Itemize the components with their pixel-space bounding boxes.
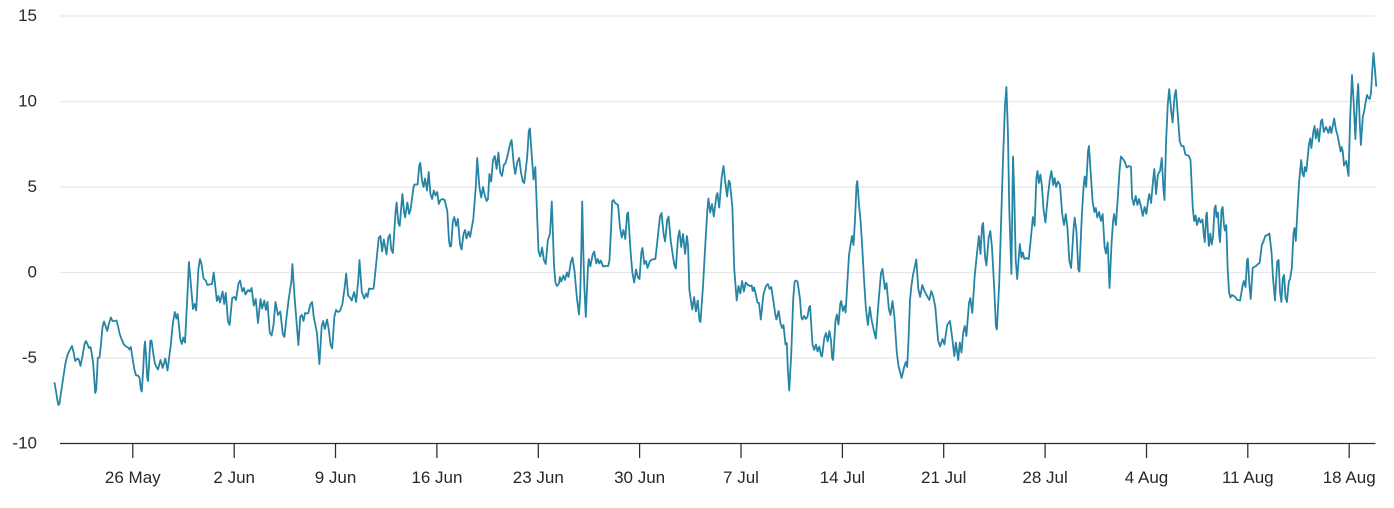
svg-text:28 Jul: 28 Jul (1022, 468, 1067, 487)
svg-text:16 Jun: 16 Jun (411, 468, 462, 487)
svg-text:14 Jul: 14 Jul (820, 468, 865, 487)
svg-text:23 Jun: 23 Jun (513, 468, 564, 487)
svg-text:26 May: 26 May (105, 468, 161, 487)
svg-text:0: 0 (28, 263, 37, 282)
svg-text:9 Jun: 9 Jun (315, 468, 357, 487)
svg-text:15: 15 (18, 6, 37, 25)
svg-text:30 Jun: 30 Jun (614, 468, 665, 487)
svg-text:10: 10 (18, 92, 37, 111)
svg-text:5: 5 (28, 177, 37, 196)
svg-text:2 Jun: 2 Jun (213, 468, 255, 487)
svg-text:18 Aug: 18 Aug (1323, 468, 1376, 487)
svg-text:21 Jul: 21 Jul (921, 468, 966, 487)
svg-text:4 Aug: 4 Aug (1125, 468, 1169, 487)
svg-text:-5: -5 (22, 348, 37, 367)
svg-text:7 Jul: 7 Jul (723, 468, 759, 487)
svg-text:-10: -10 (12, 434, 37, 453)
svg-text:11 Aug: 11 Aug (1222, 468, 1274, 487)
